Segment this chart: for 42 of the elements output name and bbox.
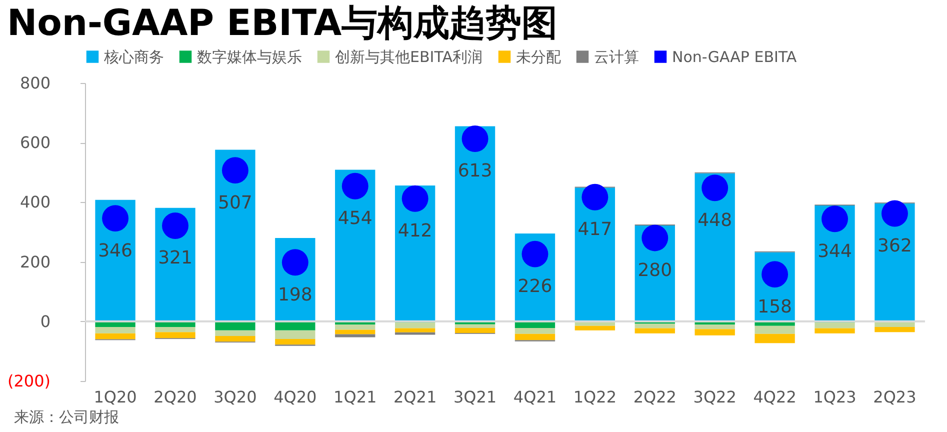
data-label: 198 xyxy=(278,284,312,306)
data-label: 412 xyxy=(398,220,432,242)
x-tick-label: 4Q22 xyxy=(753,388,796,406)
legend-label: Non-GAAP EBITA xyxy=(672,48,798,66)
y-tick-label: (200) xyxy=(7,372,50,390)
x-tick-label: 4Q21 xyxy=(513,388,557,406)
x-tick-label: 1Q21 xyxy=(334,388,377,406)
data-label: 346 xyxy=(98,240,132,262)
data-label: 158 xyxy=(758,296,792,318)
data-label: 448 xyxy=(698,210,732,231)
x-tick-label: 2Q23 xyxy=(873,388,916,406)
y-tick-label: 0 xyxy=(40,312,50,331)
data-label: 507 xyxy=(218,192,252,214)
source-note: 来源：公司财报 xyxy=(13,407,120,428)
x-tick-label: 2Q21 xyxy=(393,388,437,406)
x-tick-label: 2Q20 xyxy=(154,388,197,406)
y-tick-label: 200 xyxy=(20,252,50,272)
legend-label: 云计算 xyxy=(594,48,639,66)
data-label: 280 xyxy=(638,260,672,281)
legend-label: 数字媒体与娱乐 xyxy=(197,48,302,66)
y-tick-label: 600 xyxy=(20,133,50,152)
legend-label: 未分配 xyxy=(516,48,561,66)
data-label: 613 xyxy=(458,160,492,182)
x-tick-label: 3Q20 xyxy=(214,388,257,406)
data-label: 417 xyxy=(578,219,612,240)
data-label: 344 xyxy=(818,240,852,262)
chart-title: Non-GAAP EBITA与构成趋势图 xyxy=(6,3,558,44)
x-tick-label: 3Q21 xyxy=(453,388,497,406)
legend-label: 核心商务 xyxy=(103,48,164,66)
x-tick-label: 2Q22 xyxy=(633,388,676,406)
legend-label: 创新与其他EBITA利润 xyxy=(335,48,482,66)
x-tick-label: 4Q20 xyxy=(274,388,317,406)
x-tick-label: 1Q20 xyxy=(94,388,137,406)
y-tick-label: 800 xyxy=(20,74,50,92)
data-label: 454 xyxy=(338,208,372,230)
x-tick-label: 1Q23 xyxy=(813,388,856,406)
data-label: 362 xyxy=(878,236,912,257)
x-tick-label: 1Q22 xyxy=(573,388,617,406)
data-label: 226 xyxy=(518,276,552,298)
y-tick-label: 400 xyxy=(20,192,50,212)
data-label: 321 xyxy=(158,248,192,269)
x-tick-label: 3Q22 xyxy=(693,388,736,406)
